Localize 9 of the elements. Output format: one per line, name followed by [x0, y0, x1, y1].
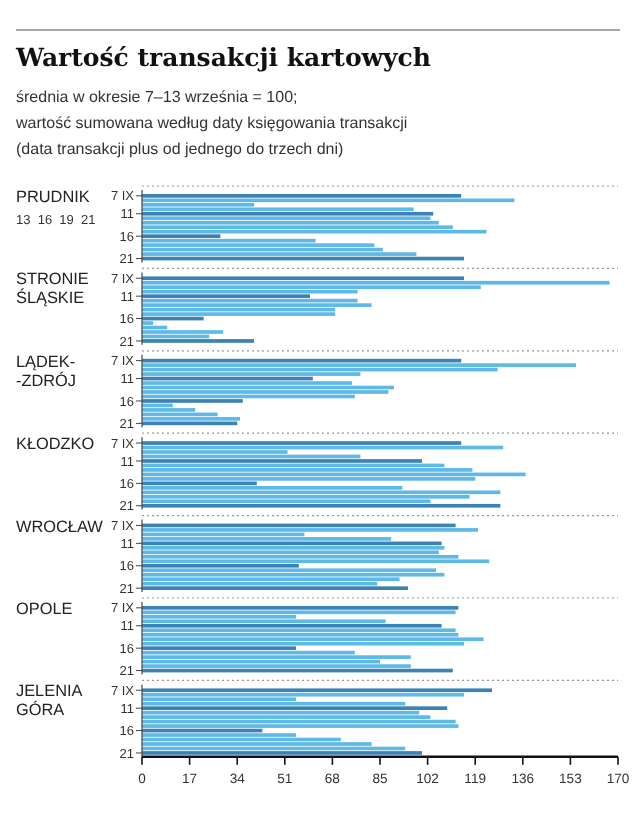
y-axis-title: OPOLE — [16, 600, 74, 618]
chart-title: Wartość transakcji kartowych — [14, 42, 432, 72]
y-axis-title: KŁODZKO — [16, 435, 95, 454]
y-axis-title: WROCŁAW — [16, 517, 104, 536]
y-axis-title: STRONIE ŚLĄSKIE — [16, 270, 90, 308]
y-axis-title: JELENIA GÓRA — [16, 682, 84, 720]
y-axis-title: PRUDNIK — [16, 188, 91, 206]
y-axis-title: LĄDEK- -ZDRÓJ — [16, 352, 77, 390]
chart-subtitle: średnia w okresie 7–13 września = 100; wartość sumowana według daty księgowania transakcji (data transakcji plus od jednego do trzech dni) — [14, 88, 408, 158]
